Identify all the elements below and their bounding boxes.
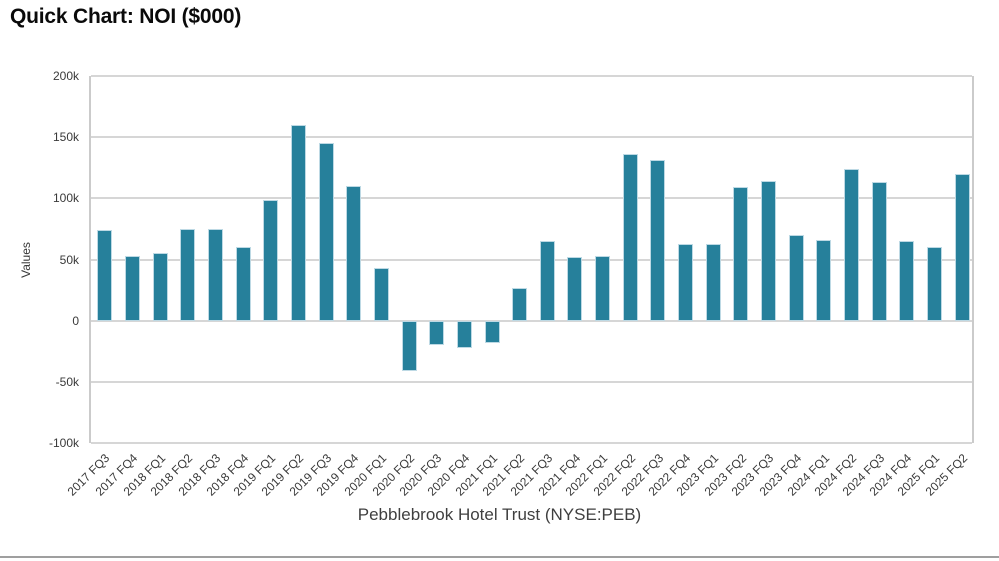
bar [401, 320, 417, 371]
bar [927, 247, 943, 321]
y-tick-label: -100k [48, 436, 79, 450]
bar [761, 181, 777, 321]
bar [954, 173, 970, 321]
y-tick-label: 0 [72, 313, 79, 328]
bar [816, 239, 832, 321]
bar [733, 187, 749, 321]
bar [373, 268, 389, 321]
bar [318, 143, 334, 321]
bar [235, 247, 251, 321]
bar [539, 241, 555, 321]
gridline [91, 380, 972, 383]
bar [97, 230, 113, 321]
bar [595, 255, 611, 321]
y-tick-label: 50k [59, 252, 79, 267]
bar [484, 320, 500, 343]
gridline [91, 258, 972, 261]
bar [512, 287, 528, 321]
bottom-divider [0, 556, 999, 558]
plot-area [89, 75, 974, 444]
y-tick-label: 200k [52, 69, 79, 83]
bar [180, 228, 196, 321]
bar [429, 320, 445, 346]
bar [705, 243, 721, 321]
y-tick-label: 150k [52, 130, 79, 145]
y-tick-label: -50k [55, 374, 79, 389]
bar [899, 241, 915, 321]
bar [788, 235, 804, 321]
bar [152, 253, 168, 321]
gridline [91, 442, 972, 444]
gridline [91, 319, 972, 322]
gridline [91, 75, 972, 77]
gridline [91, 136, 972, 139]
bar [207, 228, 223, 321]
bar [844, 168, 860, 321]
bar [456, 320, 472, 348]
bar [871, 182, 887, 321]
bar [124, 255, 140, 321]
bar [263, 199, 279, 321]
gridline [91, 197, 972, 200]
bar [567, 257, 583, 321]
bar [290, 124, 306, 321]
x-axis-title: Pebblebrook Hotel Trust (NYSE:PEB) [357, 505, 642, 524]
bar [346, 186, 362, 321]
y-tick-label: 100k [52, 191, 79, 206]
bar [678, 243, 694, 321]
bar [622, 154, 638, 321]
page-title: Quick Chart: NOI ($000) [10, 5, 242, 28]
bar [650, 160, 666, 321]
